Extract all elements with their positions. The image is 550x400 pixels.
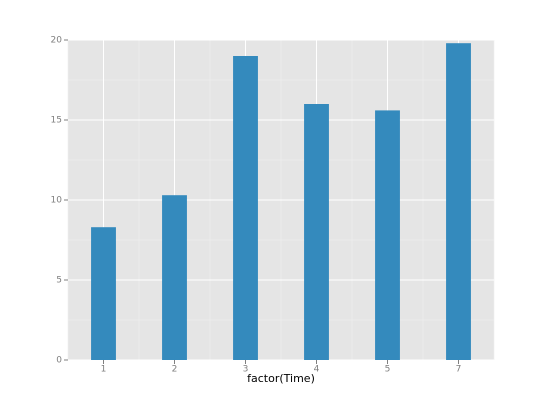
marks xyxy=(91,43,471,361)
x-tick-label: 3 xyxy=(243,365,249,375)
y-tick-label: 10 xyxy=(51,196,63,206)
y-tick-label: 5 xyxy=(56,276,62,286)
bar xyxy=(91,227,116,360)
bar xyxy=(304,104,329,360)
x-tick-label: 2 xyxy=(172,365,178,375)
bar xyxy=(375,110,400,361)
y-tick-label: 20 xyxy=(51,36,63,46)
bar xyxy=(162,195,187,360)
x-axis-title: factor(Time) xyxy=(247,372,315,385)
x-tick-label: 1 xyxy=(101,365,107,375)
y-tick-label: 0 xyxy=(56,356,62,366)
x-tick-label: 7 xyxy=(456,365,462,375)
x-tick-label: 4 xyxy=(314,365,320,375)
bar xyxy=(446,43,471,360)
bar xyxy=(233,56,258,360)
x-tick-label: 5 xyxy=(385,365,391,375)
y-tick-label: 15 xyxy=(51,116,62,126)
